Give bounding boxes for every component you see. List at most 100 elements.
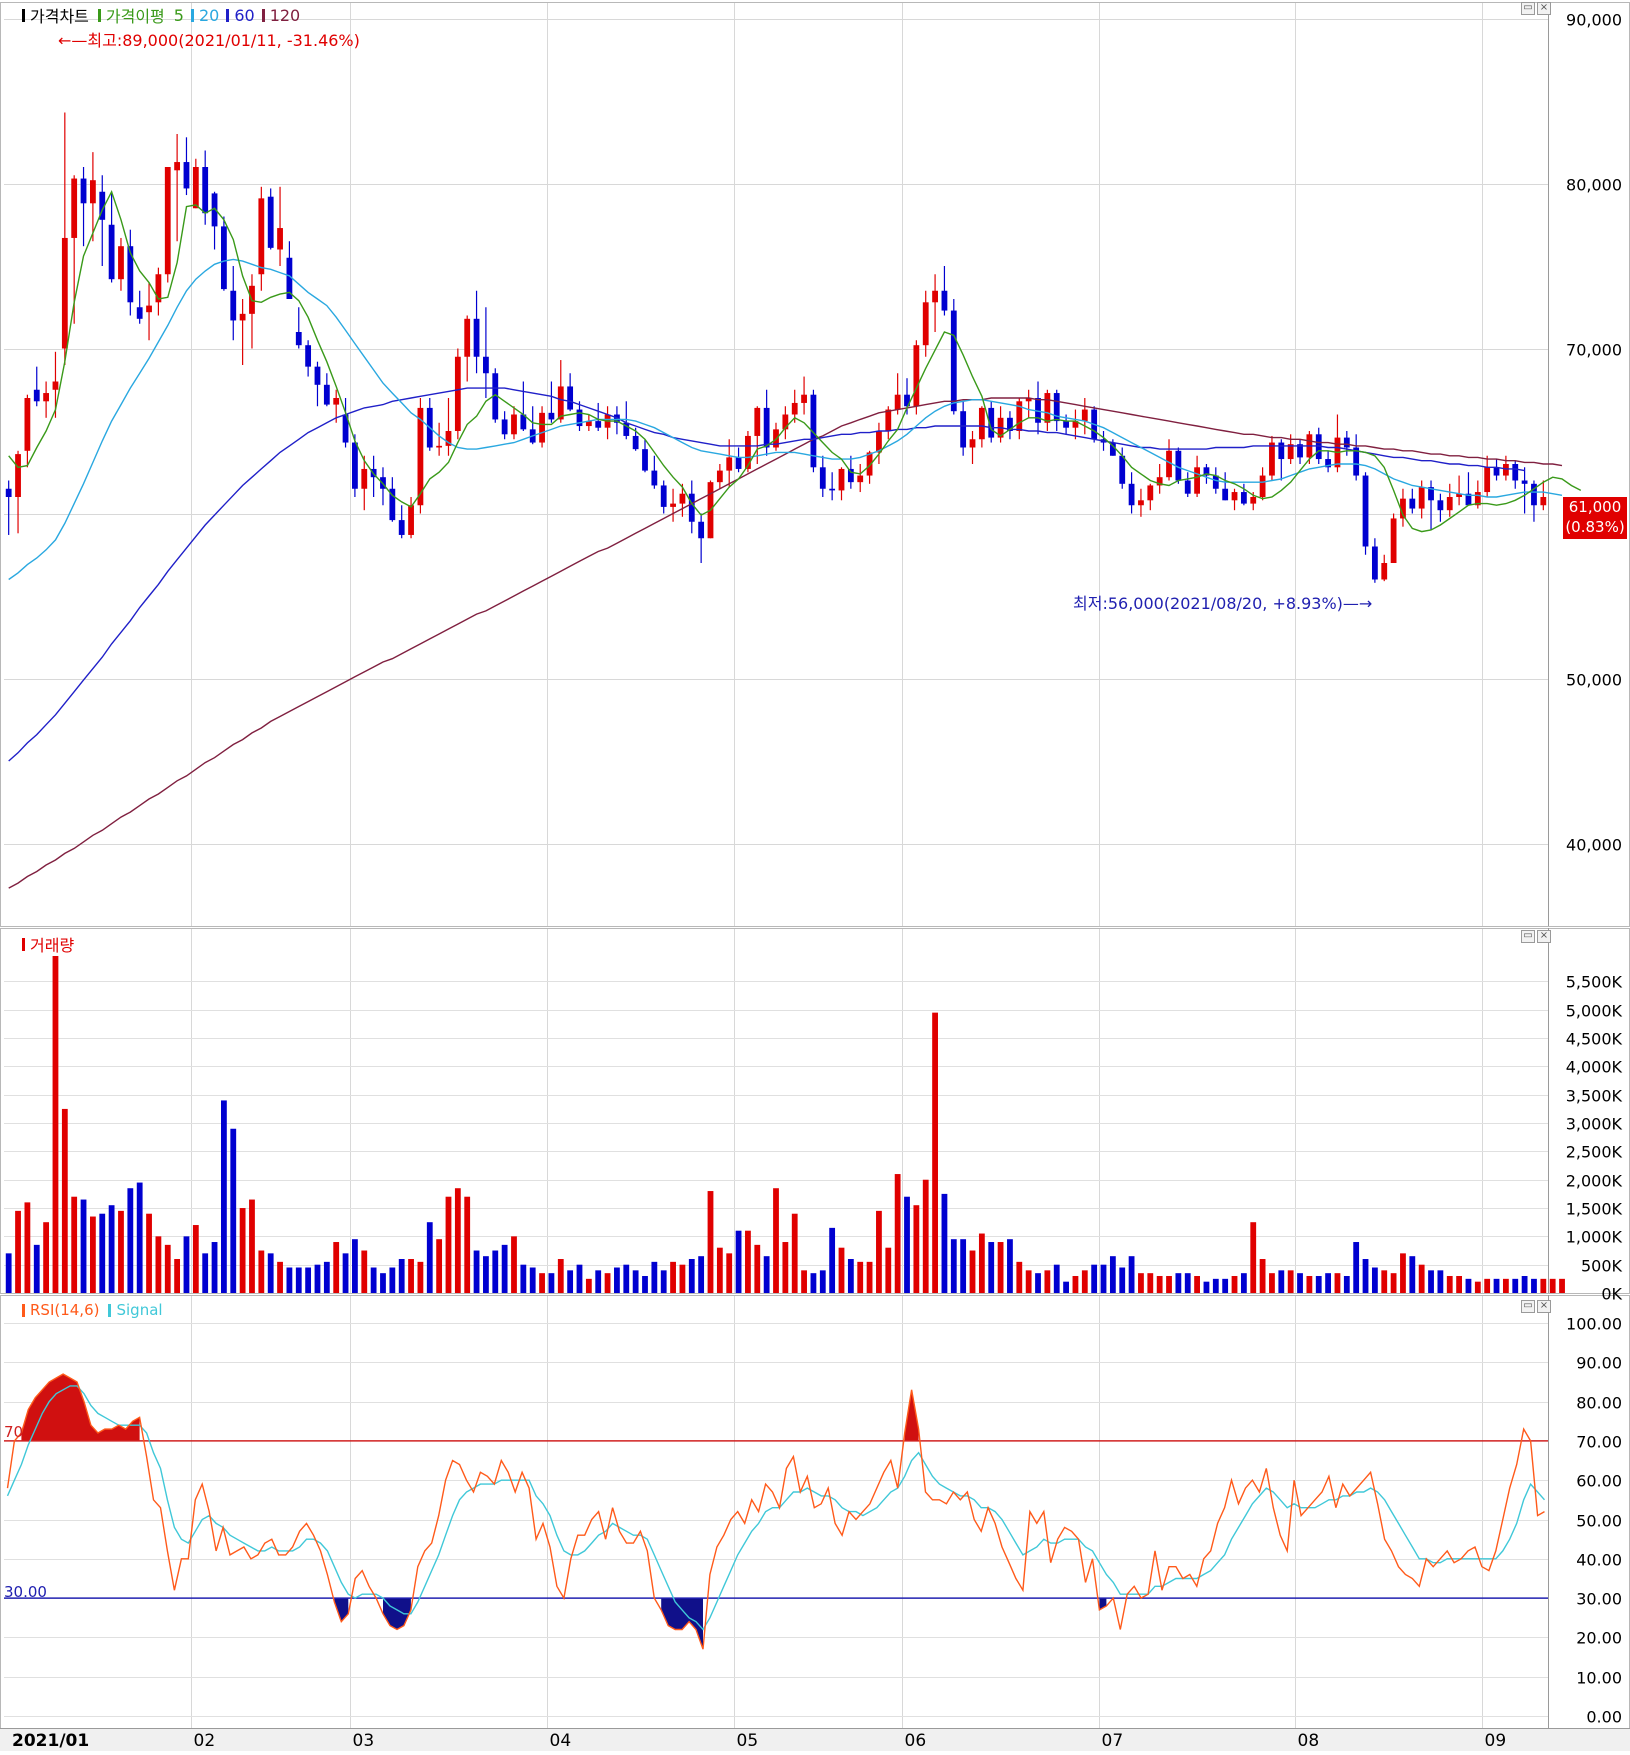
rsi-y-tick-label: 20.00: [1576, 1629, 1622, 1648]
volume-bar: [323, 1261, 330, 1293]
candle-body: [857, 475, 864, 483]
candle-body: [445, 431, 452, 446]
volume-bar: [127, 1188, 134, 1293]
candle-body: [108, 224, 115, 280]
candle-body: [511, 414, 517, 435]
rsi-y-tick-label: 60.00: [1576, 1472, 1622, 1491]
candle-body: [567, 386, 574, 410]
candle-body: [1166, 450, 1172, 478]
candle-body: [1240, 492, 1247, 504]
volume-bar: [567, 1270, 574, 1293]
volume-bar: [1053, 1264, 1060, 1293]
candle-body: [782, 414, 789, 430]
ma120-line: [8, 397, 1563, 889]
volume-bar: [1315, 1276, 1322, 1293]
candle-body: [5, 488, 12, 497]
volume-bar: [249, 1199, 255, 1293]
candle-body: [1250, 497, 1257, 504]
volume-bar: [1493, 1278, 1500, 1293]
volume-bar: [585, 1278, 592, 1293]
volume-bar: [1502, 1278, 1509, 1293]
rsi-panel-minimize-icon[interactable]: ▭: [1521, 1300, 1535, 1313]
price-panel-minimize-icon[interactable]: ▭: [1521, 2, 1535, 15]
candle-body: [1259, 475, 1266, 497]
candle-body: [1390, 518, 1397, 563]
x-tick-label: 09: [1485, 1731, 1507, 1751]
candle-body: [1128, 483, 1135, 506]
candle-body: [33, 389, 40, 402]
rsi-panel-close-icon[interactable]: ×: [1537, 1300, 1551, 1313]
candle-body: [99, 191, 106, 220]
volume-bar: [763, 1256, 770, 1293]
volume-bar: [305, 1267, 312, 1293]
candle-body: [464, 318, 471, 357]
volume-bar: [398, 1259, 405, 1293]
candle-body: [810, 394, 817, 468]
volume-bar: [660, 1270, 667, 1293]
volume-bar: [1362, 1259, 1369, 1293]
volume-bar: [876, 1210, 882, 1293]
volume-bar: [174, 1259, 181, 1293]
price-y-tick-label: 70,000: [1566, 341, 1622, 360]
volume-bar: [1250, 1222, 1257, 1293]
signal-line: [6, 1385, 1546, 1631]
candle-body: [1540, 497, 1547, 506]
candle-body: [118, 246, 124, 280]
ma20-marker: [190, 8, 194, 22]
candle-body: [164, 167, 171, 275]
candle-body: [239, 313, 246, 321]
candle-body: [735, 457, 742, 469]
volume-bar: [688, 1259, 695, 1293]
volume-bar: [614, 1267, 620, 1293]
volume-legend-marker: [22, 937, 25, 951]
candle-body: [754, 407, 761, 436]
volume-bar: [726, 1253, 733, 1293]
candle-body: [539, 412, 545, 443]
candle-body: [623, 422, 630, 436]
candle-body: [15, 454, 21, 497]
candle-body: [71, 178, 78, 238]
volume-bar: [333, 1242, 340, 1293]
rsi-y-tick-label: 40.00: [1576, 1551, 1622, 1570]
rsi-oversold-fill: [334, 1598, 349, 1622]
volume-bar: [164, 1244, 171, 1293]
candle-body: [361, 468, 368, 489]
volume-bar: [426, 1222, 433, 1293]
volume-bar: [1072, 1276, 1079, 1293]
candle-body: [473, 318, 480, 357]
price-y-tick-label: 40,000: [1566, 836, 1622, 855]
rsi-line: [6, 1373, 1545, 1650]
signal-label: Signal: [116, 1301, 163, 1319]
candle-body: [1025, 398, 1032, 402]
price-panel-close-icon[interactable]: ×: [1537, 2, 1551, 15]
x-tick-label: 06: [905, 1731, 927, 1751]
volume-bar: [604, 1273, 611, 1293]
volume-bar: [960, 1239, 967, 1293]
current-price-badge: 61,000 (0.83%): [1563, 497, 1627, 539]
candle-body: [698, 521, 705, 539]
volume-y-tick-label: 4,500K: [1566, 1030, 1623, 1049]
candle-body: [763, 407, 770, 448]
volume-bar: [277, 1261, 283, 1293]
ma5-line: [8, 190, 1582, 533]
candle-body: [1371, 546, 1378, 580]
candle-body: [342, 414, 349, 443]
volume-y-tick-label: 3,500K: [1566, 1087, 1623, 1106]
volume-panel-minimize-icon[interactable]: ▭: [1521, 930, 1535, 943]
volume-bar: [1212, 1278, 1219, 1293]
volume-bar: [838, 1247, 845, 1293]
volume-bar: [146, 1213, 152, 1293]
volume-bar: [5, 1253, 12, 1293]
volume-panel-close-icon[interactable]: ×: [1537, 930, 1551, 943]
candle-body: [89, 180, 96, 204]
candle-body: [632, 435, 639, 450]
current-price: 61,000: [1568, 498, 1622, 516]
volume-bar: [436, 1239, 443, 1293]
ma120-marker: [261, 8, 265, 22]
candle-body: [885, 409, 892, 431]
candle-body: [1325, 459, 1331, 468]
panel-frame-3: [0, 1295, 1630, 1729]
price-y-tick-label: 80,000: [1566, 176, 1622, 195]
volume-bar: [1091, 1264, 1098, 1293]
volume-bar: [1343, 1276, 1350, 1293]
